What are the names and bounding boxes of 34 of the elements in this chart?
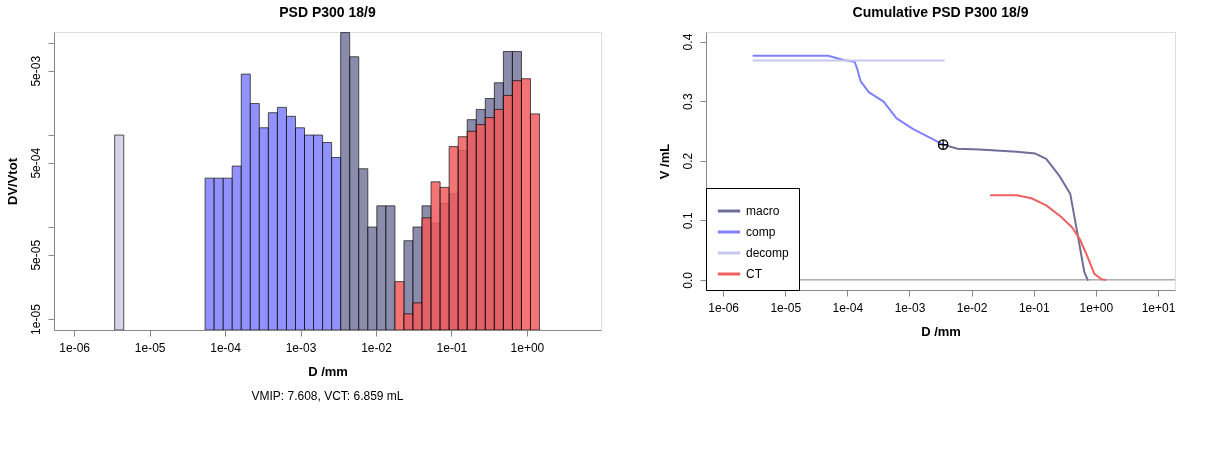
y-tick-label: 5e-04 [28, 147, 43, 179]
y-tick-label: 5e-03 [28, 55, 43, 87]
x-axis-title: D /mm [308, 363, 348, 379]
x-tick-label: 1e-02 [361, 340, 393, 355]
x-tick-label: 1e-05 [134, 340, 166, 355]
x-tick-label: 1e-01 [1018, 300, 1050, 315]
y-tick-label: 0.4 [680, 33, 695, 51]
legend-label: macro [746, 204, 780, 218]
legend-label: CT [746, 267, 763, 281]
x-tick-label: 1e+00 [510, 340, 545, 355]
y-tick-label: 5e-05 [28, 239, 43, 271]
legend-label: comp [746, 225, 776, 239]
y-axis-title: DV/Vtot [4, 157, 20, 205]
chart-title: Cumulative PSD P300 18/9 [852, 4, 1029, 20]
x-tick-label: 1e-04 [210, 340, 242, 355]
x-tick-label: 1e-02 [956, 300, 988, 315]
x-tick-label: 1e-06 [59, 340, 91, 355]
x-tick-label: 1e+00 [1079, 300, 1114, 315]
text: VMIP: 7.608, VCT: 6.859 mL [251, 389, 404, 403]
x-tick-label: 1e-06 [708, 300, 740, 315]
y-tick-label: 0.1 [680, 212, 695, 230]
x-tick-label: 1e+01 [1141, 300, 1176, 315]
y-tick-label: 0.2 [680, 152, 695, 170]
x-tick-label: 1e-03 [285, 340, 317, 355]
legend-label: decomp [746, 246, 790, 260]
x-axis-title: D /mm [921, 323, 961, 339]
x-tick-label: 1e-04 [832, 300, 864, 315]
x-tick-label: 1e-03 [894, 300, 926, 315]
x-tick-label: 1e-05 [770, 300, 802, 315]
y-axis-title: V /mL [656, 143, 672, 180]
y-tick-label: 0.3 [680, 92, 695, 110]
y-tick-label: 0.0 [680, 271, 695, 289]
chart-title: PSD P300 18/9 [279, 4, 376, 20]
x-tick-label: 1e-01 [436, 340, 468, 355]
